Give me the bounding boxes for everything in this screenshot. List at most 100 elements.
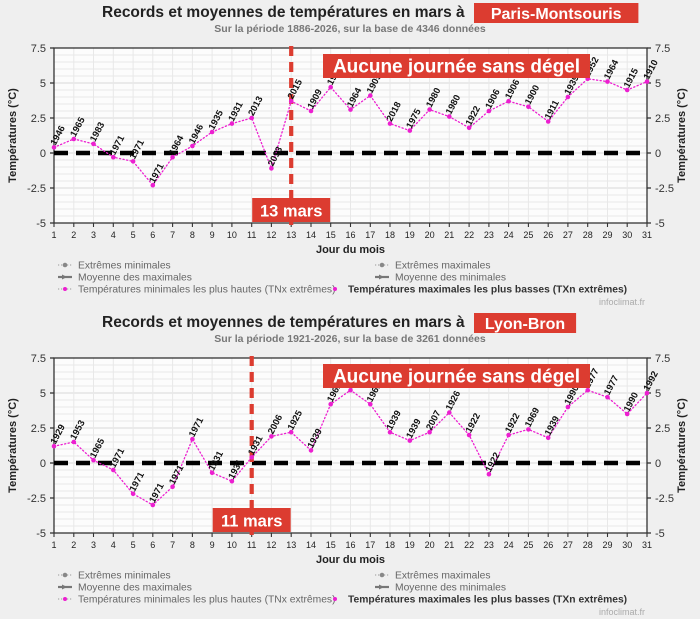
svg-text:20: 20 <box>425 230 435 240</box>
svg-text:25: 25 <box>523 540 533 550</box>
svg-text:7.5: 7.5 <box>31 353 46 365</box>
svg-text:1: 1 <box>51 540 56 550</box>
svg-text:-5: -5 <box>36 218 46 230</box>
svg-text:Moyenne des maximales: Moyenne des maximales <box>78 583 192 594</box>
svg-text:-2.5: -2.5 <box>27 183 46 195</box>
svg-text:Aucune journée sans dégel: Aucune journée sans dégel <box>333 57 580 78</box>
svg-text:2: 2 <box>71 540 76 550</box>
svg-text:6: 6 <box>150 540 155 550</box>
svg-text:Records et moyennes de tempéra: Records et moyennes de températures en m… <box>102 314 465 331</box>
svg-text:4: 4 <box>111 540 116 550</box>
svg-text:27: 27 <box>563 540 573 550</box>
svg-text:17: 17 <box>365 540 375 550</box>
svg-text:16: 16 <box>345 230 355 240</box>
svg-text:25: 25 <box>523 230 533 240</box>
svg-text:2.5: 2.5 <box>655 423 670 435</box>
svg-text:Aucune journée sans dégel: Aucune journée sans dégel <box>333 367 580 388</box>
svg-text:7: 7 <box>170 230 175 240</box>
svg-text:5: 5 <box>40 388 46 400</box>
svg-text:14: 14 <box>306 540 316 550</box>
svg-text:Jour du mois: Jour du mois <box>316 244 385 256</box>
svg-text:31: 31 <box>642 540 652 550</box>
svg-text:23: 23 <box>484 230 494 240</box>
svg-text:1: 1 <box>51 230 56 240</box>
svg-text:-5: -5 <box>36 528 46 540</box>
svg-text:-2.5: -2.5 <box>655 183 674 195</box>
svg-text:21: 21 <box>444 540 454 550</box>
svg-text:22: 22 <box>464 540 474 550</box>
svg-text:Paris-Montsouris: Paris-Montsouris <box>491 6 622 23</box>
svg-text:13 mars: 13 mars <box>260 203 322 221</box>
svg-text:11: 11 <box>247 230 256 240</box>
svg-text:Moyenne des maximales: Moyenne des maximales <box>78 273 192 284</box>
svg-text:19: 19 <box>405 230 415 240</box>
svg-text:Températures (°C): Températures (°C) <box>676 398 688 493</box>
svg-text:5: 5 <box>655 388 661 400</box>
svg-text:28: 28 <box>583 230 593 240</box>
svg-text:9: 9 <box>210 230 215 240</box>
svg-text:20: 20 <box>425 540 435 550</box>
svg-text:Extrêmes minimales: Extrêmes minimales <box>78 261 171 272</box>
svg-text:-5: -5 <box>655 218 665 230</box>
svg-text:22: 22 <box>464 230 474 240</box>
svg-text:18: 18 <box>385 540 395 550</box>
svg-text:Lyon-Bron: Lyon-Bron <box>485 316 565 333</box>
svg-text:2.5: 2.5 <box>31 113 46 125</box>
svg-text:2: 2 <box>71 230 76 240</box>
svg-text:9: 9 <box>210 540 215 550</box>
svg-text:16: 16 <box>345 540 355 550</box>
svg-text:Extrêmes minimales: Extrêmes minimales <box>78 571 171 582</box>
svg-text:2.5: 2.5 <box>655 113 670 125</box>
svg-text:10: 10 <box>227 230 237 240</box>
svg-text:29: 29 <box>602 230 612 240</box>
svg-text:4: 4 <box>111 230 116 240</box>
svg-text:12: 12 <box>266 540 276 550</box>
svg-text:30: 30 <box>622 540 632 550</box>
svg-text:3: 3 <box>91 540 96 550</box>
svg-text:Températures maximales les plu: Températures maximales les plus basses (… <box>348 285 627 296</box>
svg-text:Sur la période 1886-2026, sur: Sur la période 1886-2026, sur la base de… <box>214 23 486 35</box>
svg-text:Sur la période 1921-2026, sur: Sur la période 1921-2026, sur la base de… <box>214 333 486 345</box>
svg-text:6: 6 <box>150 230 155 240</box>
svg-text:11: 11 <box>247 540 256 550</box>
svg-text:0: 0 <box>655 458 661 470</box>
svg-text:5: 5 <box>131 230 136 240</box>
svg-text:Températures (°C): Températures (°C) <box>676 88 688 183</box>
svg-text:21: 21 <box>444 230 454 240</box>
svg-text:5: 5 <box>131 540 136 550</box>
svg-text:13: 13 <box>286 540 296 550</box>
svg-text:0: 0 <box>40 458 46 470</box>
svg-text:Jour du mois: Jour du mois <box>316 554 385 566</box>
svg-text:7.5: 7.5 <box>31 43 46 55</box>
svg-text:14: 14 <box>306 230 316 240</box>
svg-text:13: 13 <box>286 230 296 240</box>
svg-text:5: 5 <box>655 78 661 90</box>
svg-text:12: 12 <box>266 230 276 240</box>
svg-text:Extrêmes maximales: Extrêmes maximales <box>395 571 491 582</box>
svg-text:10: 10 <box>227 540 237 550</box>
svg-text:Records et moyennes de tempéra: Records et moyennes de températures en m… <box>102 4 465 21</box>
svg-text:Températures minimales les plu: Températures minimales les plus hautes (… <box>78 285 336 296</box>
svg-text:infoclimat.fr: infoclimat.fr <box>599 297 645 307</box>
svg-text:-2.5: -2.5 <box>655 493 674 505</box>
svg-text:8: 8 <box>190 230 195 240</box>
svg-text:Extrêmes maximales: Extrêmes maximales <box>395 261 491 272</box>
svg-text:17: 17 <box>365 230 375 240</box>
svg-text:0: 0 <box>40 148 46 160</box>
svg-text:24: 24 <box>504 540 514 550</box>
svg-text:-5: -5 <box>655 528 665 540</box>
svg-text:23: 23 <box>484 540 494 550</box>
svg-text:2.5: 2.5 <box>31 423 46 435</box>
svg-text:28: 28 <box>583 540 593 550</box>
svg-text:30: 30 <box>622 230 632 240</box>
svg-text:Températures minimales les plu: Températures minimales les plus hautes (… <box>78 595 336 606</box>
svg-text:3: 3 <box>91 230 96 240</box>
svg-text:Températures (°C): Températures (°C) <box>7 88 19 183</box>
svg-text:29: 29 <box>602 540 612 550</box>
svg-text:7: 7 <box>170 540 175 550</box>
svg-text:Températures maximales les plu: Températures maximales les plus basses (… <box>348 595 627 606</box>
svg-text:7.5: 7.5 <box>655 43 670 55</box>
svg-text:Températures (°C): Températures (°C) <box>7 398 19 493</box>
svg-text:19: 19 <box>405 540 415 550</box>
svg-text:0: 0 <box>655 148 661 160</box>
